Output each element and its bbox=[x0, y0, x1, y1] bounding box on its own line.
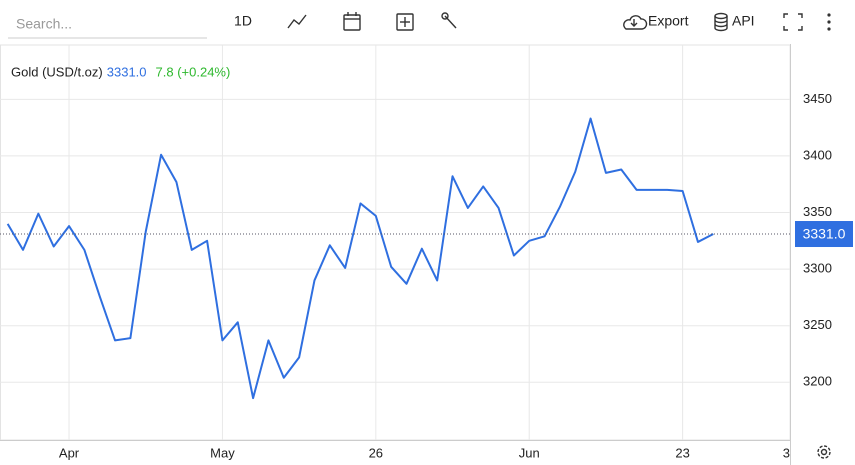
more-button[interactable] bbox=[827, 13, 831, 31]
toolbar bbox=[0, 0, 855, 44]
y-tick-label: 3300 bbox=[803, 261, 832, 276]
interval-button[interactable]: 1D bbox=[234, 13, 252, 29]
price-change: 7.8 (+0.24%) bbox=[156, 64, 231, 79]
add-indicator-button[interactable] bbox=[396, 13, 414, 31]
x-tick-label: 23 bbox=[675, 445, 689, 460]
api-label: API bbox=[732, 13, 755, 29]
export-label: Export bbox=[648, 13, 689, 29]
axis-panel bbox=[791, 45, 855, 465]
x-tick-label: Jun bbox=[519, 445, 540, 460]
settings-tool-button[interactable] bbox=[441, 12, 457, 29]
y-tick-label: 3250 bbox=[803, 317, 832, 332]
y-tick-label: 3450 bbox=[803, 91, 832, 106]
api-button[interactable]: API bbox=[714, 13, 755, 32]
last-price: 3331.0 bbox=[107, 64, 147, 79]
x-tick-label: Apr bbox=[59, 445, 80, 460]
plot-frame bbox=[0, 44, 791, 441]
export-button[interactable]: Export bbox=[623, 13, 689, 30]
last-price-tag bbox=[795, 221, 853, 248]
search-input[interactable]: Search... bbox=[16, 16, 72, 32]
last-price-tag-label: 3331.0 bbox=[803, 226, 846, 242]
x-tick-label: May bbox=[210, 445, 235, 460]
y-tick-label: 3350 bbox=[803, 204, 832, 219]
chart-type-button[interactable] bbox=[287, 14, 307, 29]
y-tick-label: 3400 bbox=[803, 147, 832, 162]
x-tick-label: 26 bbox=[369, 445, 383, 460]
instrument-name: Gold (USD/t.oz) bbox=[11, 64, 103, 79]
y-tick-label: 3200 bbox=[803, 374, 832, 389]
gear-button[interactable] bbox=[817, 445, 831, 459]
price-line bbox=[6, 117, 714, 400]
calendar-button[interactable] bbox=[343, 12, 361, 31]
fullscreen-button[interactable] bbox=[783, 13, 803, 31]
